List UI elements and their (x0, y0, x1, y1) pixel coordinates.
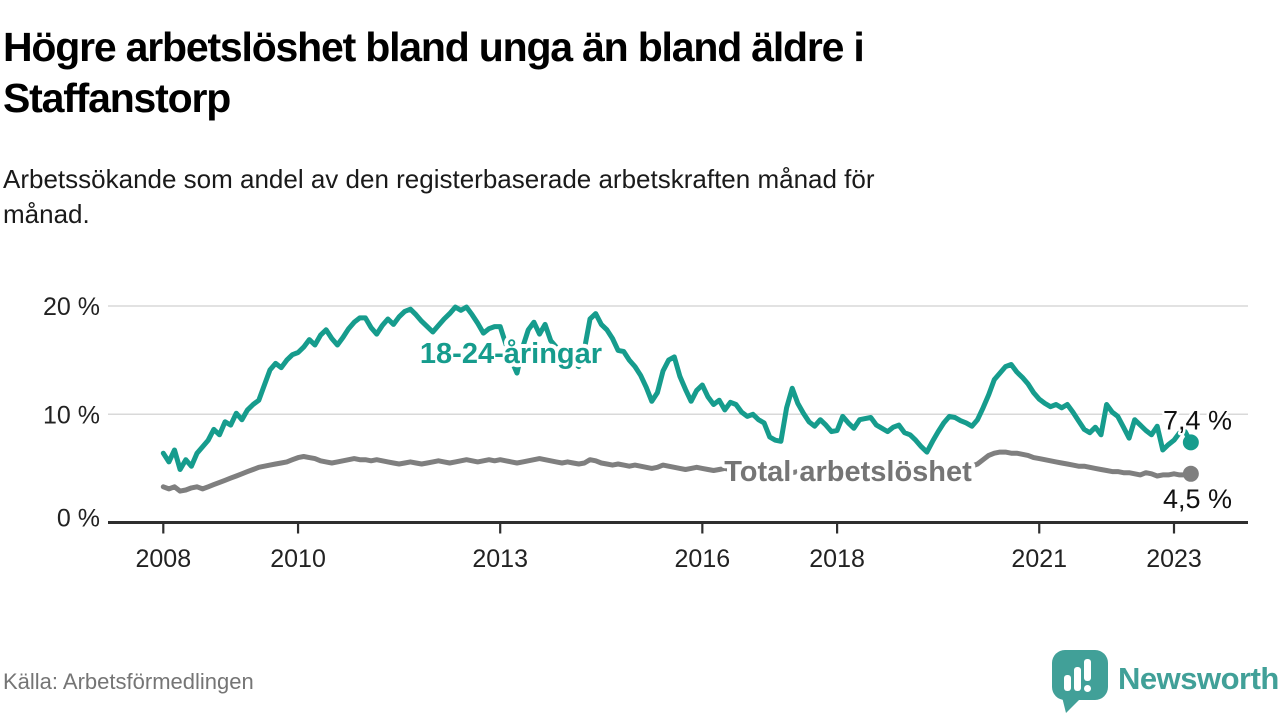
end-value-young: 7,4 % (1163, 405, 1232, 435)
brand-name: Newsworthy (1118, 661, 1278, 696)
x-tick-label: 2010 (270, 545, 326, 573)
chart-subtitle: Arbetssökande som andel av den registerb… (3, 164, 875, 230)
logo-exclamation-bar (1084, 659, 1091, 681)
series-line-total (160, 449, 1194, 494)
y-tick-label: 20 % (43, 293, 100, 321)
series-label-young: 18-24-åringar (420, 338, 602, 370)
x-tick-label: 2016 (675, 545, 731, 573)
source-note: Källa: Arbetsförmedlingen (3, 669, 254, 694)
y-tick-label: 10 % (43, 401, 100, 429)
x-tick-label: 2013 (472, 545, 528, 573)
end-dot-young (1182, 434, 1199, 451)
y-tick-label: 0 % (57, 505, 100, 533)
brand-logo: Newsworthy (1052, 650, 1278, 713)
logo-exclamation-dot (1084, 685, 1091, 692)
end-value-total: 4,5 % (1163, 484, 1232, 514)
logo-bar-tall (1074, 667, 1081, 691)
x-tick-label: 2008 (135, 545, 191, 573)
series-line-young (160, 304, 1194, 472)
x-tick-label: 2021 (1011, 545, 1067, 573)
newsworthy-bubble-icon (1052, 650, 1108, 713)
end-dot-total (1182, 465, 1199, 482)
x-tick-label: 2023 (1146, 545, 1202, 573)
series-label-total: Total arbetslöshet (724, 456, 972, 488)
logo-bar-small (1064, 675, 1071, 691)
page-title: Högre arbetslöshet bland unga än bland ä… (3, 24, 865, 121)
x-tick-label: 2018 (809, 545, 865, 573)
